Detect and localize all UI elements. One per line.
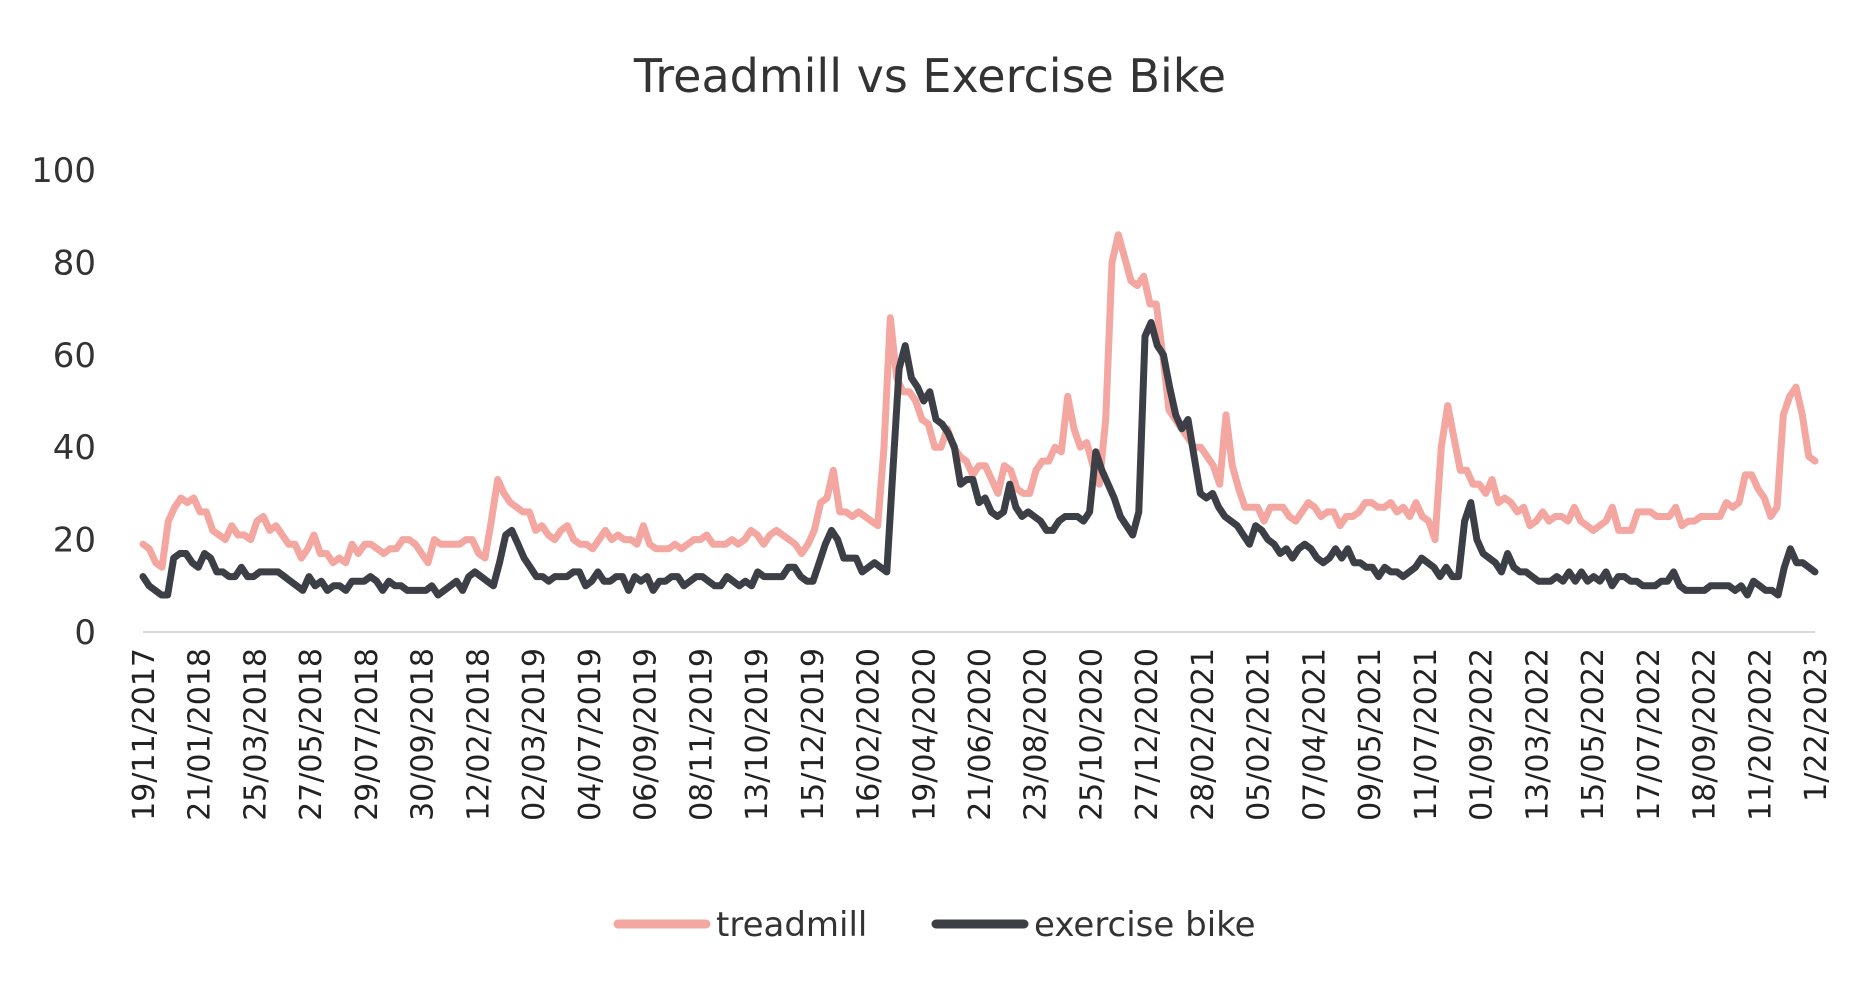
y-tick-label: 60 <box>53 336 96 376</box>
x-tick-label: 13/03/2022 <box>1520 648 1555 821</box>
y-tick-label: 40 <box>53 428 96 468</box>
x-tick-label: 18/09/2022 <box>1688 648 1723 821</box>
x-tick-label: 21/06/2020 <box>963 648 998 821</box>
x-tick-label: 21/01/2018 <box>183 648 218 821</box>
x-tick-label: 27/05/2018 <box>294 648 329 821</box>
chart-title: Treadmill vs Exercise Bike <box>633 49 1226 103</box>
y-tick-label: 80 <box>53 243 96 283</box>
series-line-treadmill <box>139 231 1819 571</box>
series-lines <box>139 231 1819 599</box>
legend: treadmill exercise bike <box>613 905 1256 945</box>
y-tick-label: 0 <box>74 613 96 653</box>
x-tick-label: 08/11/2019 <box>684 648 719 821</box>
x-tick-label: 11/20/2022 <box>1743 648 1778 821</box>
x-tick-label: 09/05/2021 <box>1353 648 1388 821</box>
series-line-exercise-bike <box>139 319 1819 599</box>
legend-label-exercise-bike: exercise bike <box>1034 905 1256 945</box>
x-tick-label: 25/03/2018 <box>239 648 274 821</box>
x-tick-label: 19/04/2020 <box>907 648 942 821</box>
x-tick-label: 25/10/2020 <box>1075 648 1110 821</box>
x-tick-label: 17/07/2022 <box>1632 648 1667 821</box>
y-axis-ticks: 0 20 40 60 80 100 <box>31 151 96 653</box>
x-axis-ticks: 19/11/2017 21/01/2018 25/03/2018 27/05/2018… <box>127 648 1834 821</box>
x-tick-label: 30/09/2018 <box>406 648 441 821</box>
y-tick-label: 20 <box>53 521 96 561</box>
x-tick-label: 07/04/2021 <box>1297 648 1332 821</box>
x-tick-label: 27/12/2020 <box>1130 648 1165 821</box>
x-tick-label: 15/12/2019 <box>796 648 831 821</box>
x-tick-label: 28/02/2021 <box>1186 648 1221 821</box>
x-tick-label: 16/02/2020 <box>852 648 887 821</box>
x-tick-label: 04/07/2019 <box>573 648 608 821</box>
legend-label-treadmill: treadmill <box>716 905 867 945</box>
x-tick-label: 11/07/2021 <box>1409 648 1444 821</box>
x-tick-label: 1/22/2023 <box>1799 648 1834 802</box>
x-tick-label: 02/03/2019 <box>517 648 552 821</box>
x-tick-label: 19/11/2017 <box>127 648 162 821</box>
x-tick-label: 01/09/2022 <box>1465 648 1500 821</box>
x-tick-label: 06/09/2019 <box>629 648 664 821</box>
x-tick-label: 13/10/2019 <box>740 648 775 821</box>
x-tick-label: 12/02/2018 <box>461 648 496 821</box>
x-tick-label: 15/05/2022 <box>1576 648 1611 821</box>
y-tick-label: 100 <box>31 151 96 191</box>
x-tick-label: 29/07/2018 <box>350 648 385 821</box>
x-tick-label: 05/02/2021 <box>1242 648 1277 821</box>
x-tick-label: 23/08/2020 <box>1019 648 1054 821</box>
